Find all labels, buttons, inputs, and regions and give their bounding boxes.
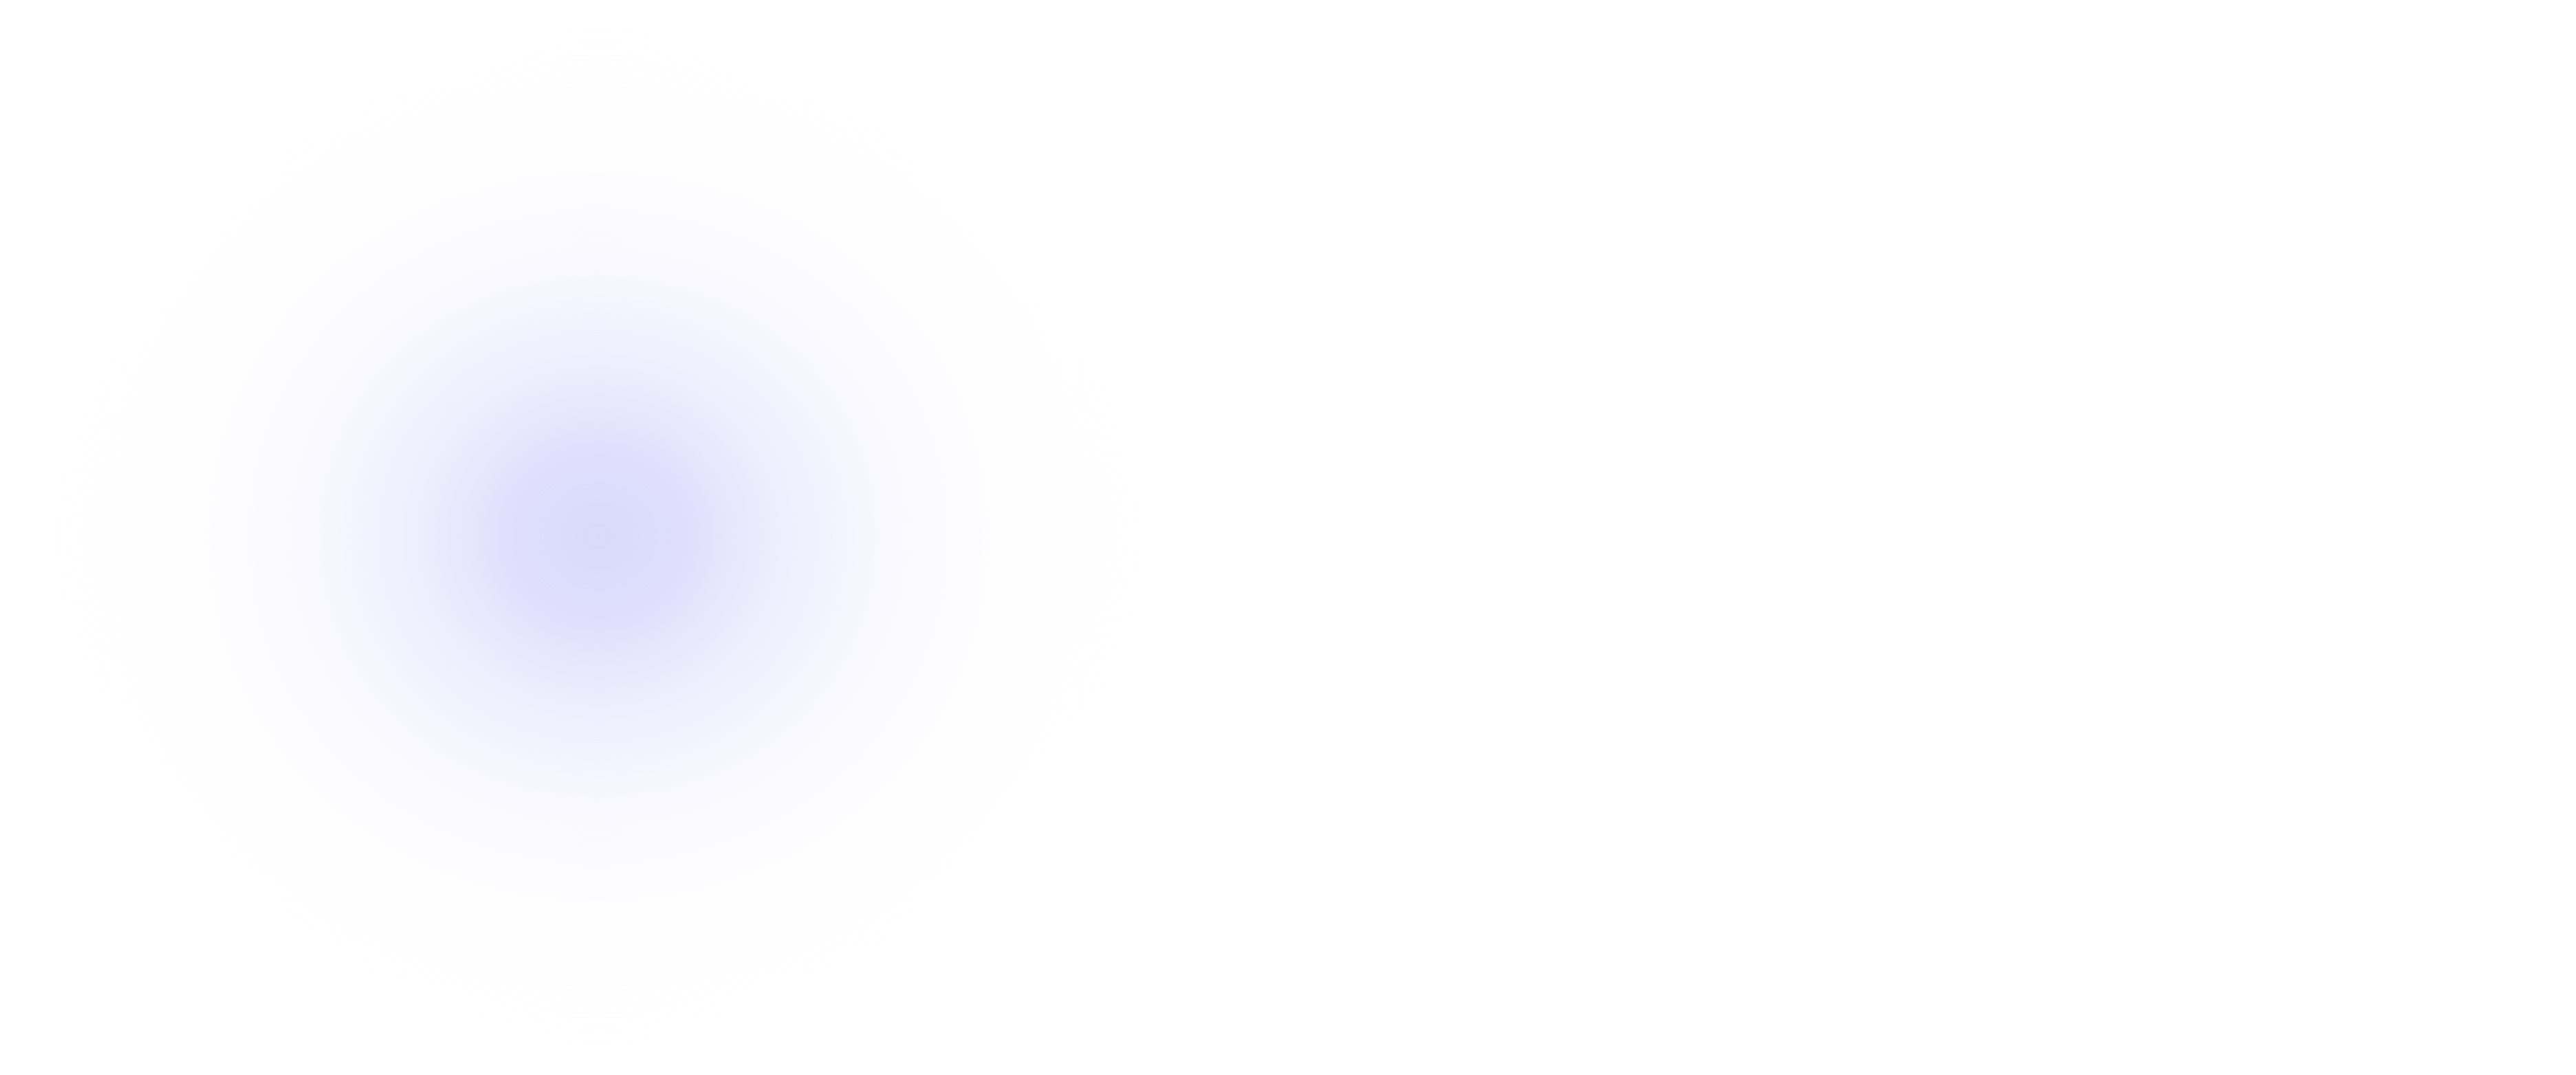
- decorative-glow-blob: [69, 41, 1128, 1032]
